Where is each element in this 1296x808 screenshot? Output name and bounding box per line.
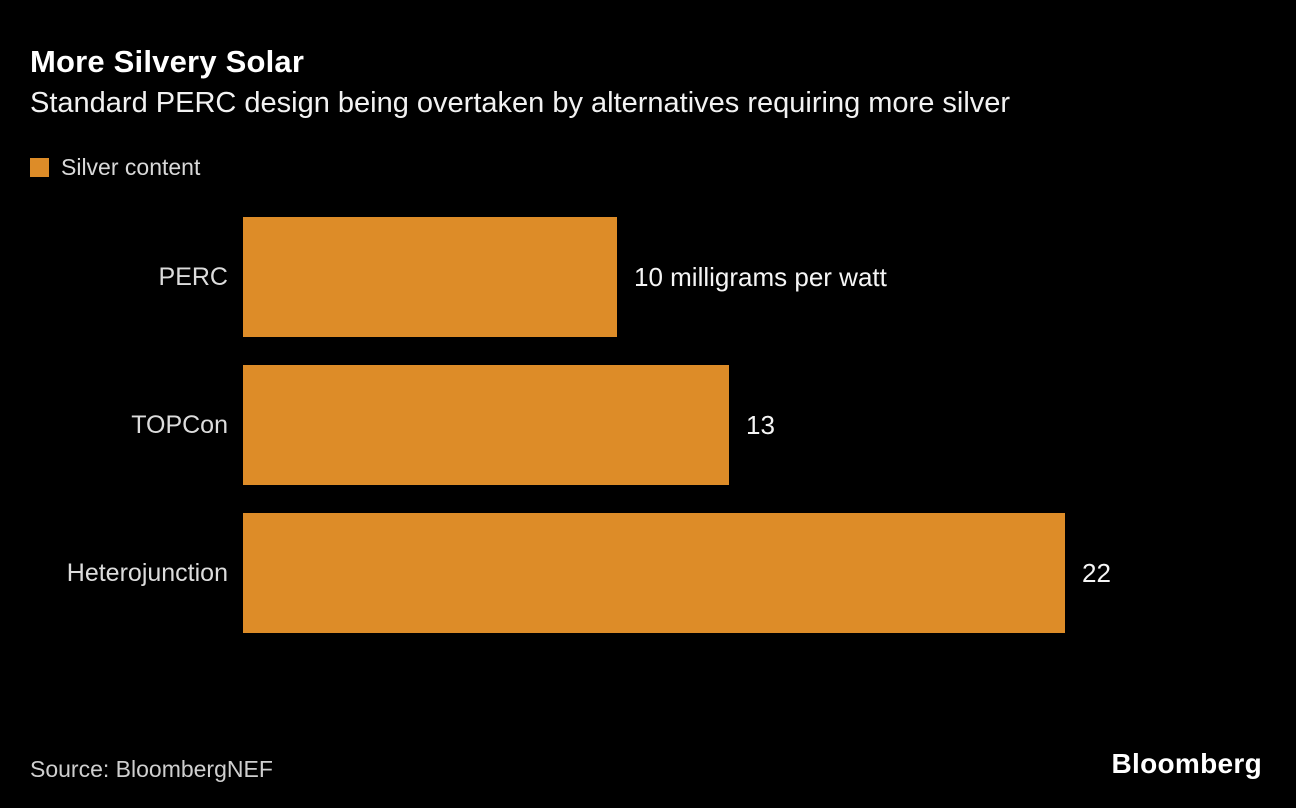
value-label-perc: 10 milligrams per watt — [634, 261, 887, 292]
value-label-topcon: 13 — [746, 409, 775, 440]
bar-row-perc: PERC 10 milligrams per watt — [0, 217, 1296, 337]
category-label-perc: PERC — [158, 262, 228, 291]
bar-topcon — [243, 365, 729, 485]
category-label-heterojunction: Heterojunction — [66, 558, 228, 587]
category-label-topcon: TOPCon — [131, 410, 228, 439]
chart-title: More Silvery Solar — [30, 44, 305, 79]
legend-swatch-icon — [30, 158, 49, 177]
bar-perc — [243, 217, 617, 337]
bar-chart: PERC 10 milligrams per watt TOPCon 13 He… — [0, 217, 1296, 661]
bar-row-topcon: TOPCon 13 — [0, 365, 1296, 485]
legend: Silver content — [30, 154, 200, 181]
bloomberg-logo: Bloomberg — [1111, 748, 1262, 779]
bar-row-heterojunction: Heterojunction 22 — [0, 513, 1296, 633]
legend-label: Silver content — [61, 154, 201, 180]
chart-subtitle: Standard PERC design being overtaken by … — [30, 87, 1011, 119]
value-label-heterojunction: 22 — [1082, 557, 1111, 588]
source-credit: Source: BloombergNEF — [30, 756, 273, 782]
bar-heterojunction — [243, 513, 1065, 633]
